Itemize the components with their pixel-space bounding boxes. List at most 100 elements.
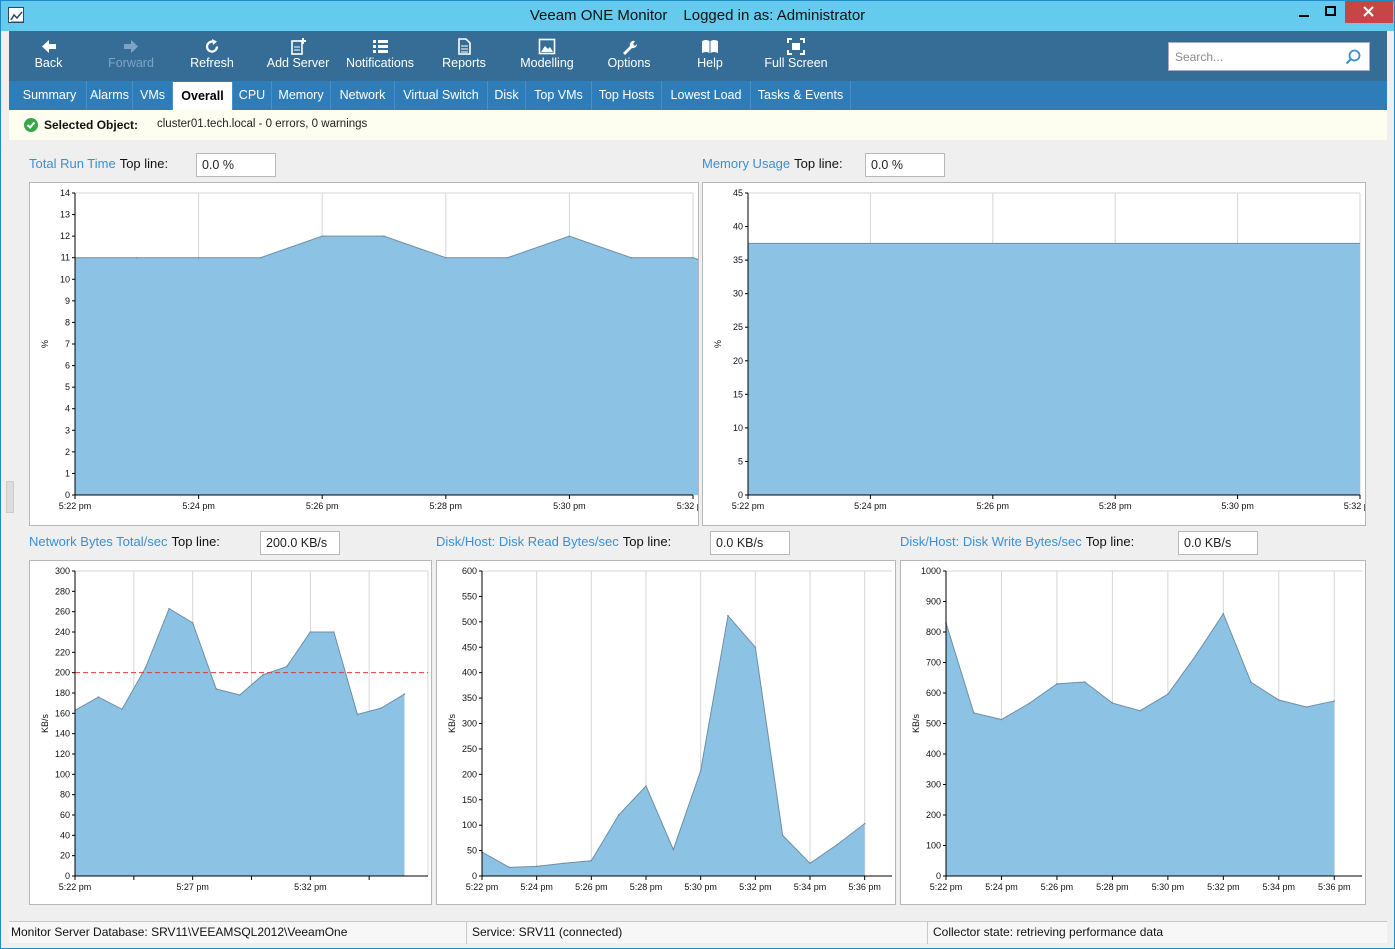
y-tick-label: 5 — [738, 456, 743, 466]
tab-bar: Summary Alarms VMs Overall CPU Memory Ne… — [9, 81, 1387, 110]
data-point — [197, 256, 200, 259]
y-tick-label: 4 — [65, 404, 70, 414]
x-tick-label: 5:26 pm — [1041, 882, 1074, 892]
data-point — [809, 862, 811, 865]
data-point — [191, 622, 194, 624]
x-tick-label: 5:28 pm — [430, 501, 463, 511]
y-tick-label: 250 — [462, 744, 477, 754]
y-tick-label: 1 — [65, 468, 70, 478]
collapse-handle[interactable] — [6, 481, 14, 513]
memory-usage-chart: 0 5 10 15 20 25 30 35 40 45% 5:22 pm 5:24 pm 5:26 pm… — [702, 182, 1366, 526]
tab-memory[interactable]: Memory — [272, 81, 331, 110]
tab-virtual-switch[interactable]: Virtual Switch — [395, 81, 488, 110]
data-point — [1028, 702, 1030, 705]
data-point — [1056, 683, 1058, 685]
data-point — [445, 256, 447, 259]
chart-title-text[interactable]: Total Run Time — [29, 156, 116, 171]
help-button[interactable]: Help — [689, 31, 731, 81]
window-title: Veeam ONE Monitor Logged in as: Administr… — [1, 7, 1394, 24]
modelling-button[interactable]: Modelling — [514, 31, 580, 81]
x-tick-label: 5:22 pm — [930, 882, 963, 892]
top-line-input[interactable]: 0.0 KB/s — [710, 531, 790, 555]
status-service: Service: SRV11 (connected) — [472, 925, 623, 939]
add-server-button[interactable]: Add Server — [263, 31, 333, 81]
x-tick-label: 5:22 pm — [466, 882, 499, 892]
data-point — [672, 848, 675, 851]
network-bytes-chart: 0 20 40 60 80 100 120 140 160 180 200 220 240 260 280 3… — [29, 560, 432, 905]
reports-button[interactable]: Reports — [434, 31, 494, 81]
y-axis-label: KB/s — [447, 714, 457, 734]
chart-title-text[interactable]: Disk/Host: Disk Read Bytes/sec — [436, 534, 619, 549]
x-tick-label: 5:36 pm — [1318, 882, 1351, 892]
top-line-input[interactable]: 200.0 KB/s — [260, 531, 340, 555]
tab-summary[interactable]: Summary — [13, 81, 87, 110]
data-point — [1139, 709, 1141, 712]
tab-top-hosts[interactable]: Top Hosts — [592, 81, 662, 110]
data-point — [380, 707, 382, 710]
chart-title-text[interactable]: Network Bytes Total/sec — [29, 534, 168, 549]
tab-overall[interactable]: Overall — [173, 82, 233, 110]
chart-svg: 0 100 200 300 400 500 600 700 800 900 1000 KB/s 5:22… — [911, 566, 1362, 892]
y-tick-label: 13 — [60, 210, 70, 220]
y-tick-label: 350 — [462, 693, 477, 703]
area-fill — [946, 613, 1335, 876]
y-tick-label: 600 — [926, 688, 941, 698]
notifications-button[interactable]: Notifications — [343, 31, 417, 81]
back-button[interactable]: Back — [21, 31, 76, 81]
x-tick-label: 5:30 pm — [1152, 882, 1185, 892]
data-point — [1278, 699, 1280, 701]
tab-alarms[interactable]: Alarms — [87, 81, 133, 110]
y-tick-label: 140 — [55, 729, 70, 739]
y-tick-label: 100 — [926, 841, 941, 851]
data-point — [645, 785, 647, 787]
tab-lowest-load[interactable]: Lowest Load — [662, 81, 751, 110]
y-tick-label: 7 — [65, 339, 70, 349]
x-tick-label: 5:24 pm — [520, 882, 553, 892]
tab-vms[interactable]: VMs — [133, 81, 173, 110]
x-tick-label: 5:28 pm — [630, 882, 663, 892]
refresh-icon — [205, 39, 219, 53]
y-tick-label: 35 — [733, 255, 743, 265]
area-fill — [75, 608, 405, 876]
x-tick-label: 5:30 pm — [553, 501, 586, 511]
y-tick-label: 400 — [926, 749, 941, 759]
y-tick-label: 160 — [55, 708, 70, 718]
tab-disk[interactable]: Disk — [488, 81, 526, 110]
top-line-input[interactable]: 0.0 % — [196, 153, 276, 177]
data-point — [321, 235, 324, 237]
data-point — [121, 708, 123, 711]
forward-button[interactable]: Forward — [97, 31, 165, 81]
minimize-button[interactable] — [1290, 1, 1318, 23]
back-label: Back — [34, 56, 63, 70]
y-tick-label: 900 — [926, 597, 941, 607]
data-point — [699, 769, 702, 772]
close-button[interactable] — [1345, 1, 1393, 23]
data-point — [1083, 681, 1086, 683]
title-bar: Veeam ONE Monitor Logged in as: Administr… — [1, 1, 1394, 31]
x-tick-label: 5:24 pm — [854, 501, 887, 511]
top-line-input[interactable]: 0.0 % — [865, 153, 945, 177]
y-tick-label: 15 — [733, 389, 743, 399]
x-tick-label: 5:32 pm — [294, 882, 327, 892]
search-input[interactable]: Search... — [1168, 42, 1370, 71]
maximize-button[interactable] — [1317, 1, 1345, 23]
y-tick-label: 25 — [733, 322, 743, 332]
y-tick-label: 200 — [926, 810, 941, 820]
y-tick-label: 5 — [65, 382, 70, 392]
x-tick-label: 5:36 pm — [848, 882, 881, 892]
y-tick-label: 220 — [55, 647, 70, 657]
tab-top-vms[interactable]: Top VMs — [526, 81, 592, 110]
tab-tasks-events[interactable]: Tasks & Events — [751, 81, 851, 110]
y-tick-label: 6 — [65, 361, 70, 371]
tab-network[interactable]: Network — [331, 81, 395, 110]
tab-cpu[interactable]: CPU — [233, 81, 272, 110]
search-icon[interactable] — [1345, 49, 1361, 65]
top-line-input[interactable]: 0.0 KB/s — [1178, 531, 1258, 555]
chart-title: Total Run Time Top line: — [29, 156, 168, 171]
chart-title-text[interactable]: Memory Usage — [702, 156, 791, 171]
chart-title-text[interactable]: Disk/Host: Disk Write Bytes/sec — [900, 534, 1082, 549]
full-screen-button[interactable]: Full Screen — [759, 31, 833, 81]
options-button[interactable]: Options — [599, 31, 659, 81]
refresh-button[interactable]: Refresh — [181, 31, 243, 81]
